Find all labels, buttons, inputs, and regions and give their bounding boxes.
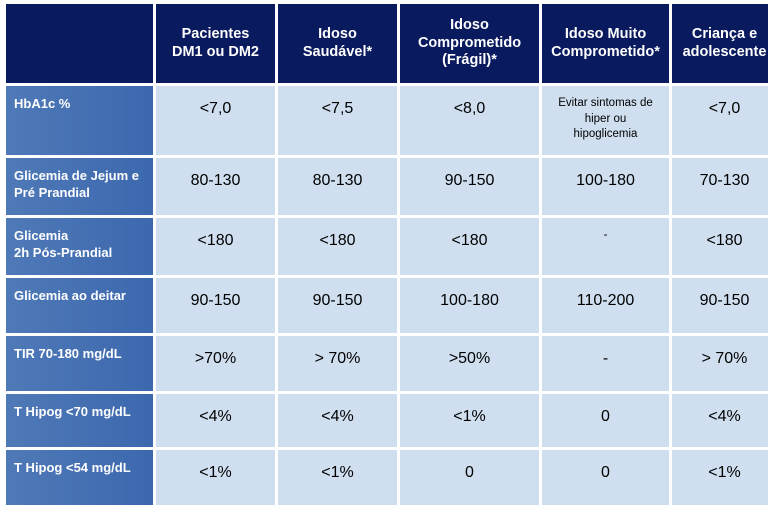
table-cell: <7,5 [278, 86, 397, 155]
column-header-idoso-muito-comprometido: Idoso Muito Comprometido* [542, 4, 669, 83]
table-cell: 90-150 [278, 278, 397, 333]
table-cell: > 70% [278, 336, 397, 391]
table-cell: <1% [278, 450, 397, 505]
table-cell: <8,0 [400, 86, 539, 155]
row-label-hipog-70: T Hipog <70 mg/dL [6, 394, 153, 447]
table-cell: 110-200 [542, 278, 669, 333]
row-label-hipog-54: T Hipog <54 mg/dL [6, 450, 153, 505]
table-corner-header [6, 4, 153, 83]
table-cell: <7,0 [156, 86, 275, 155]
row-label-glicemia-pos-prandial: Glicemia 2h Pós-Prandial [6, 218, 153, 275]
table-cell: > 70% [672, 336, 768, 391]
table-cell: 90-150 [672, 278, 768, 333]
table-cell: 90-150 [156, 278, 275, 333]
row-label-glicemia-deitar: Glicemia ao deitar [6, 278, 153, 333]
table-cell: <180 [156, 218, 275, 275]
table-cell: 90-150 [400, 158, 539, 215]
column-header-dm1-dm2: Pacientes DM1 ou DM2 [156, 4, 275, 83]
row-label-tir: TIR 70-180 mg/dL [6, 336, 153, 391]
column-header-idoso-comprometido: Idoso Comprometido (Frágil)* [400, 4, 539, 83]
row-label-hba1c: HbA1c % [6, 86, 153, 155]
table-cell: <4% [672, 394, 768, 447]
table-cell: 100-180 [400, 278, 539, 333]
table-cell: Evitar sintomas de hiper ou hipoglicemia [542, 86, 669, 155]
column-header-idoso-saudavel: Idoso Saudável* [278, 4, 397, 83]
table-cell: 0 [542, 394, 669, 447]
table-cell: >50% [400, 336, 539, 391]
table-cell: 80-130 [278, 158, 397, 215]
table-cell: <1% [400, 394, 539, 447]
table-cell: <4% [156, 394, 275, 447]
table-cell: >70% [156, 336, 275, 391]
table-cell: <180 [278, 218, 397, 275]
glycemic-targets-table: Pacientes DM1 ou DM2 Idoso Saudável* Ido… [6, 4, 768, 505]
column-header-crianca-adolescente: Criança e adolescente [672, 4, 768, 83]
table-cell: <180 [400, 218, 539, 275]
table-cell: 80-130 [156, 158, 275, 215]
table-cell: 70-130 [672, 158, 768, 215]
row-label-glicemia-jejum: Glicemia de Jejum e Pré Prandial [6, 158, 153, 215]
table-cell: - [542, 218, 669, 275]
table-cell: - [542, 336, 669, 391]
table-cell: 100-180 [542, 158, 669, 215]
table-cell: <7,0 [672, 86, 768, 155]
table-cell: <4% [278, 394, 397, 447]
table-cell: 0 [400, 450, 539, 505]
table-cell: <1% [672, 450, 768, 505]
table-cell: <180 [672, 218, 768, 275]
table-cell: <1% [156, 450, 275, 505]
table-cell: 0 [542, 450, 669, 505]
